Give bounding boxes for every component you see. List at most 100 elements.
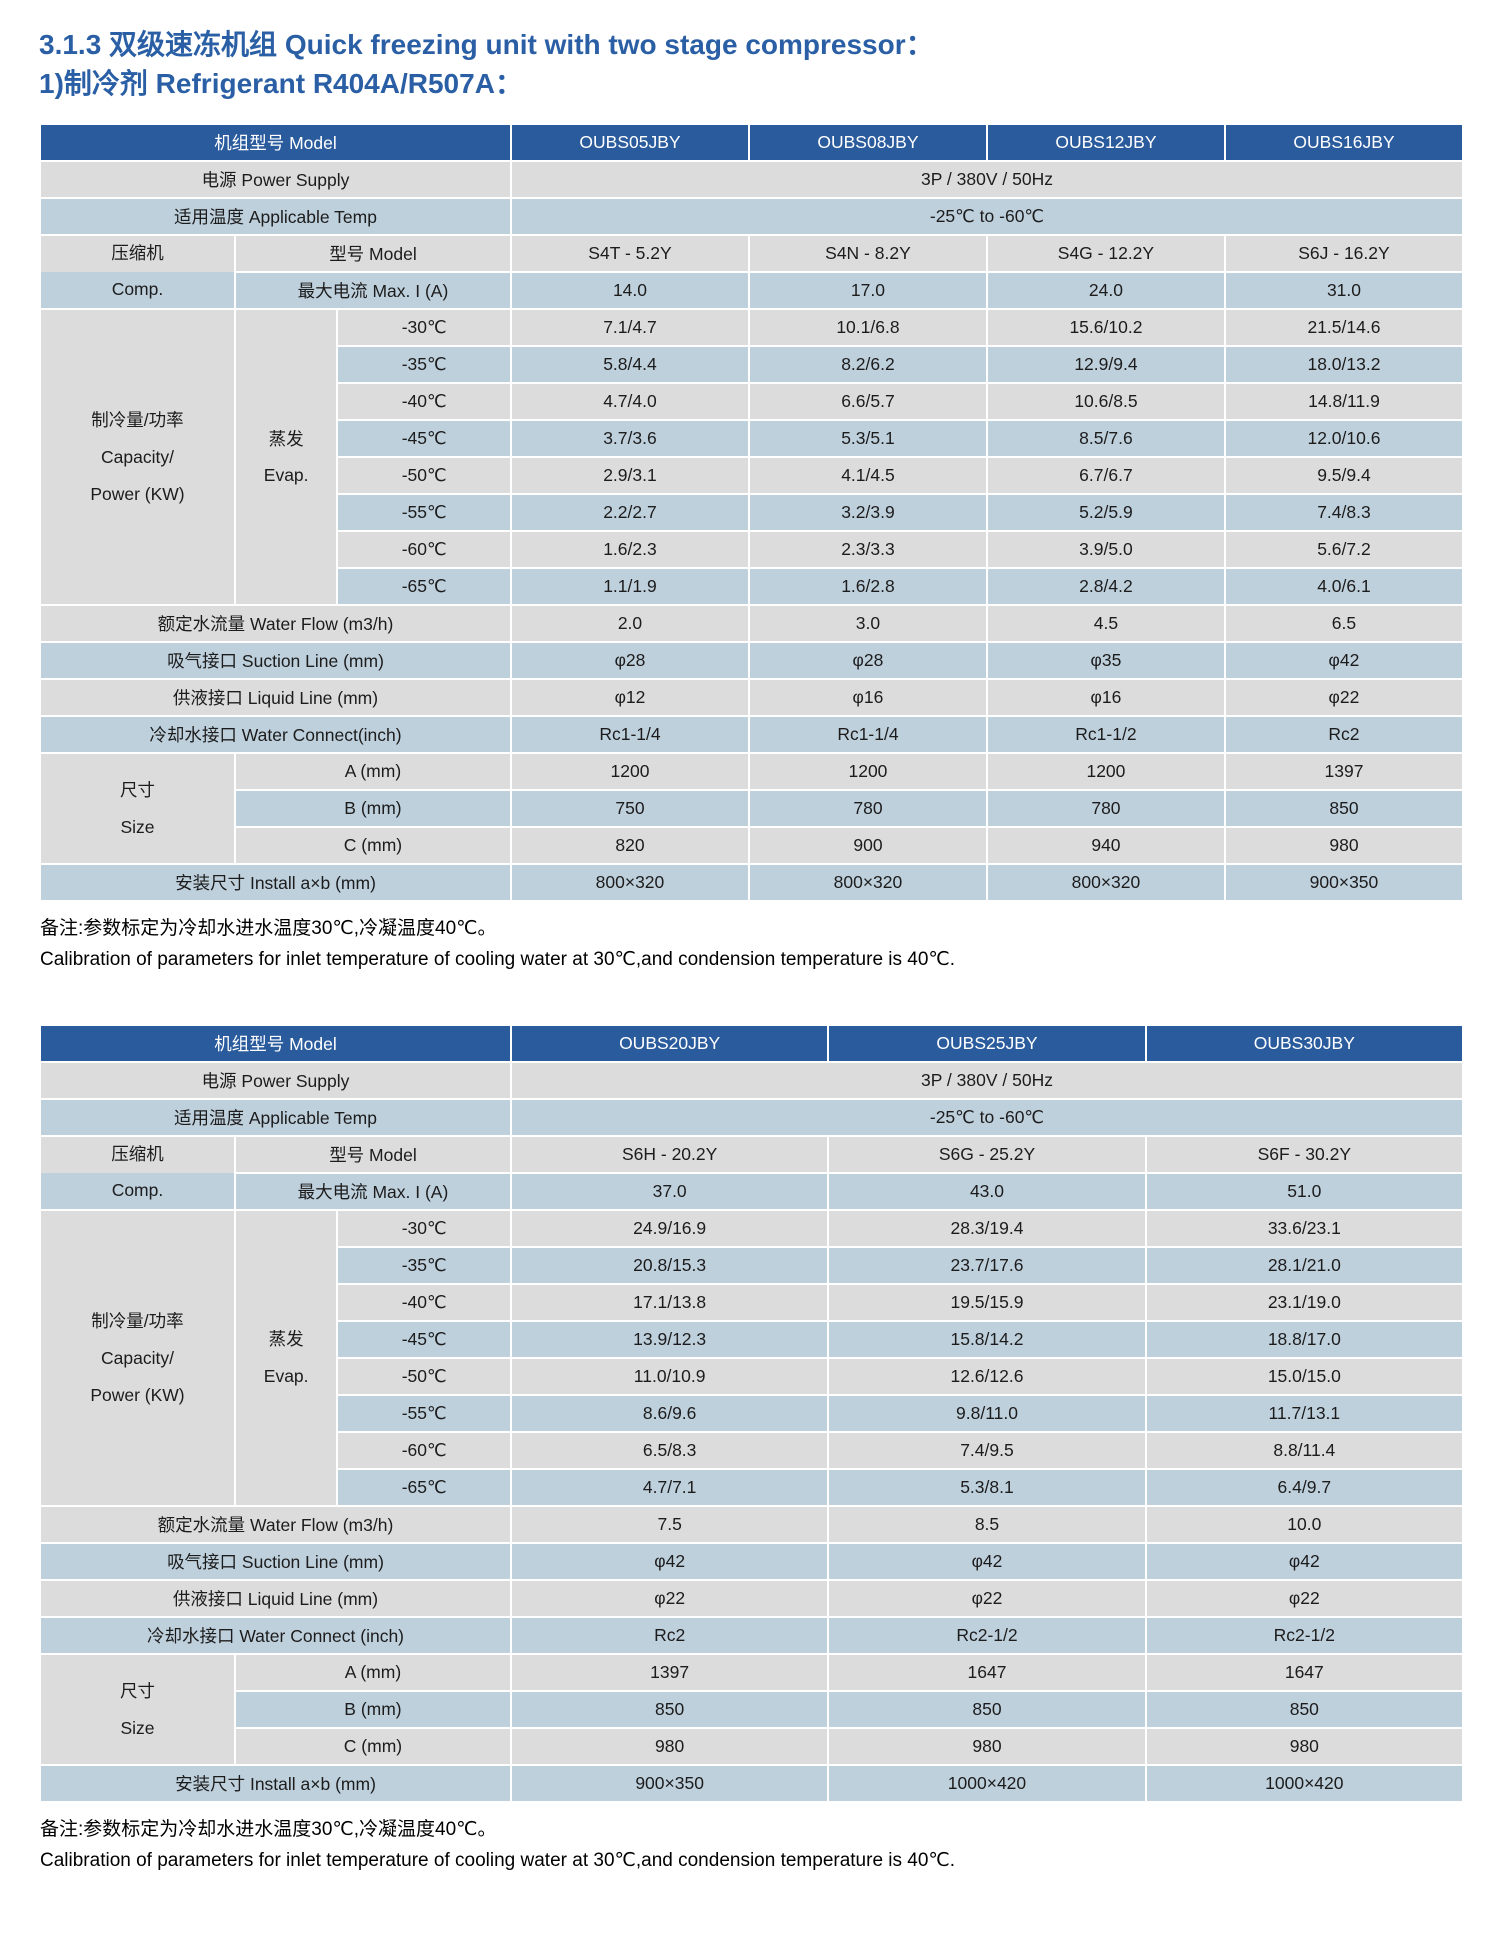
table-row: -35℃ 5.8/4.4 8.2/6.2 12.9/9.4 18.0/13.2	[40, 345, 1465, 385]
value-size-dim: 850	[827, 1690, 1147, 1730]
row-label-power-supply: 电源 Power Supply	[39, 1061, 512, 1101]
evap-value: 10.6/8.5	[985, 382, 1226, 422]
page-title: 3.1.3 双级速冻机组 Quick freezing unit with tw…	[39, 26, 1464, 103]
value-comp-model: S4G - 12.2Y	[985, 234, 1226, 274]
table-row: 供液接口 Liquid Line (mm) φ22 φ22 φ22	[39, 1579, 1465, 1619]
table-row: -45℃ 3.7/3.6 5.3/5.1 8.5/7.6 12.0/10.6	[40, 419, 1465, 459]
value-max-current: 37.0	[509, 1172, 830, 1212]
evap-value: 4.0/6.1	[1223, 567, 1465, 607]
evap-value: 15.6/10.2	[985, 308, 1226, 348]
row-label-liquid-line: 供液接口 Liquid Line (mm)	[39, 678, 512, 718]
row-label-power-supply: 电源 Power Supply	[39, 160, 512, 200]
compressor-side-label: 压缩机 Comp.	[39, 1135, 236, 1212]
note-line: 备注:参数标定为冷却水进水温度30℃,冷凝温度40℃。	[40, 1819, 497, 1841]
label-line: Evap.	[263, 1366, 309, 1387]
table-row: 电源 Power Supply 3P / 380V / 50Hz	[39, 160, 1465, 200]
evap-value: 23.1/19.0	[1144, 1283, 1465, 1323]
value-applicable-temp: -25℃ to -60℃	[509, 197, 1465, 237]
label-line: Comp.	[111, 1180, 164, 1201]
value-size-dim: 1200	[985, 752, 1226, 792]
note-line: 备注:参数标定为冷却水进水温度30℃,冷凝温度40℃。	[40, 918, 497, 940]
evap-value: 15.0/15.0	[1144, 1357, 1465, 1397]
evap-value: 18.0/13.2	[1223, 345, 1465, 385]
evap-value: 11.0/10.9	[509, 1357, 830, 1397]
model-name: OUBS25JBY	[827, 1024, 1147, 1064]
evap-temp-label: -35℃	[336, 1246, 512, 1286]
evap-value: 19.5/15.9	[827, 1283, 1147, 1323]
value-install: 800×320	[985, 863, 1226, 903]
label-line: Capacity/	[100, 446, 174, 467]
label-line: 压缩机	[111, 243, 164, 264]
evap-value: 5.3/5.1	[747, 419, 988, 459]
row-label-comp-model: 型号 Model	[233, 234, 512, 274]
evap-temp-label: -45℃	[336, 419, 512, 459]
value-comp-model: S4T - 5.2Y	[509, 234, 750, 274]
label-line: 制冷量/功率	[91, 1311, 184, 1331]
label-line: Evap.	[263, 465, 309, 486]
table-row: 适用温度 Applicable Temp -25℃ to -60℃	[39, 1098, 1465, 1138]
evap-value: 2.8/4.2	[985, 567, 1226, 607]
value-max-current: 31.0	[1223, 271, 1465, 311]
row-label-liquid-line: 供液接口 Liquid Line (mm)	[39, 1579, 512, 1619]
value-liquid-line: φ22	[509, 1579, 830, 1619]
value-size-dim: 780	[985, 789, 1226, 829]
table-row: B (mm) 850 850 850	[40, 1690, 1465, 1730]
evap-value: 9.5/9.4	[1223, 456, 1465, 496]
value-liquid-line: φ16	[747, 678, 988, 718]
value-water-connect: Rc2	[509, 1616, 830, 1656]
evap-value: 7.4/8.3	[1223, 493, 1465, 533]
table-row: 供液接口 Liquid Line (mm) φ12 φ16 φ16 φ22	[39, 678, 1465, 718]
value-size-dim: 980	[1144, 1727, 1465, 1767]
table-row: -55℃ 2.2/2.7 3.2/3.9 5.2/5.9 7.4/8.3	[40, 493, 1465, 533]
value-suction-line: φ35	[985, 641, 1226, 681]
row-label-suction-line: 吸气接口 Suction Line (mm)	[39, 1542, 512, 1582]
evap-value: 7.4/9.5	[827, 1431, 1147, 1471]
model-name: OUBS08JBY	[747, 123, 988, 163]
model-header-label: 机组型号 Model	[39, 1024, 512, 1064]
label-line: 尺寸	[119, 1680, 155, 1701]
evap-value: 18.8/17.0	[1144, 1320, 1465, 1360]
evap-temp-label: -35℃	[336, 345, 512, 385]
table-row: 冷却水接口 Water Connect(inch) Rc1-1/4 Rc1-1/4 R…	[39, 715, 1465, 755]
evap-value: 5.2/5.9	[985, 493, 1226, 533]
row-label-size-dim: B (mm)	[233, 1690, 512, 1730]
table-row: -60℃ 1.6/2.3 2.3/3.3 3.9/5.0 5.6/7.2	[40, 530, 1465, 570]
label-line: 蒸发	[268, 428, 304, 449]
table-row: 机组型号 Model OUBS20JBY OUBS25JBY OUBS30JBY	[39, 1024, 1465, 1064]
evap-temp-label: -65℃	[336, 567, 512, 607]
row-label-size-dim: B (mm)	[233, 789, 512, 829]
evap-value: 24.9/16.9	[509, 1209, 830, 1249]
row-label-size-dim: C (mm)	[233, 826, 512, 866]
label-line: Comp.	[111, 279, 164, 300]
row-label-max-current: 最大电流 Max. I (A)	[233, 271, 512, 311]
evap-side-label: 蒸发 Evap.	[233, 308, 339, 607]
value-install: 1000×420	[1144, 1764, 1465, 1804]
evap-temp-label: -40℃	[336, 1283, 512, 1323]
size-side-label: 尺寸 Size	[39, 1653, 236, 1767]
value-water-connect: Rc1-1/4	[747, 715, 988, 755]
capacity-side-label: 制冷量/功率 Capacity/Power (KW)	[39, 1209, 236, 1508]
spec-table-block: 机组型号 Model OUBS05JBY OUBS08JBY OUBS12JBY OUB…	[39, 123, 1465, 974]
evap-value: 6.6/5.7	[747, 382, 988, 422]
value-install: 800×320	[509, 863, 750, 903]
value-suction-line: φ28	[509, 641, 750, 681]
model-name: OUBS20JBY	[509, 1024, 830, 1064]
spec-table-block: 机组型号 Model OUBS20JBY OUBS25JBY OUBS30JBY 电源 …	[39, 1024, 1465, 1875]
table-row: 安装尺寸 Install a×b (mm) 800×320 800×320 800×3…	[39, 863, 1465, 903]
note-line: Calibration of parameters for inlet temp…	[40, 948, 956, 970]
value-comp-model: S6J - 16.2Y	[1223, 234, 1465, 274]
evap-value: 12.9/9.4	[985, 345, 1226, 385]
value-size-dim: 850	[1223, 789, 1465, 829]
evap-value: 6.7/6.7	[985, 456, 1226, 496]
value-comp-model: S6F - 30.2Y	[1144, 1135, 1465, 1175]
evap-value: 2.2/2.7	[509, 493, 750, 533]
evap-value: 3.2/3.9	[747, 493, 988, 533]
evap-value: 8.5/7.6	[985, 419, 1226, 459]
evap-value: 6.4/9.7	[1144, 1468, 1465, 1508]
evap-value: 8.8/11.4	[1144, 1431, 1465, 1471]
value-suction-line: φ28	[747, 641, 988, 681]
evap-value: 4.7/4.0	[509, 382, 750, 422]
evap-value: 28.1/21.0	[1144, 1246, 1465, 1286]
value-water-flow: 7.5	[509, 1505, 830, 1545]
value-liquid-line: φ22	[1144, 1579, 1465, 1619]
